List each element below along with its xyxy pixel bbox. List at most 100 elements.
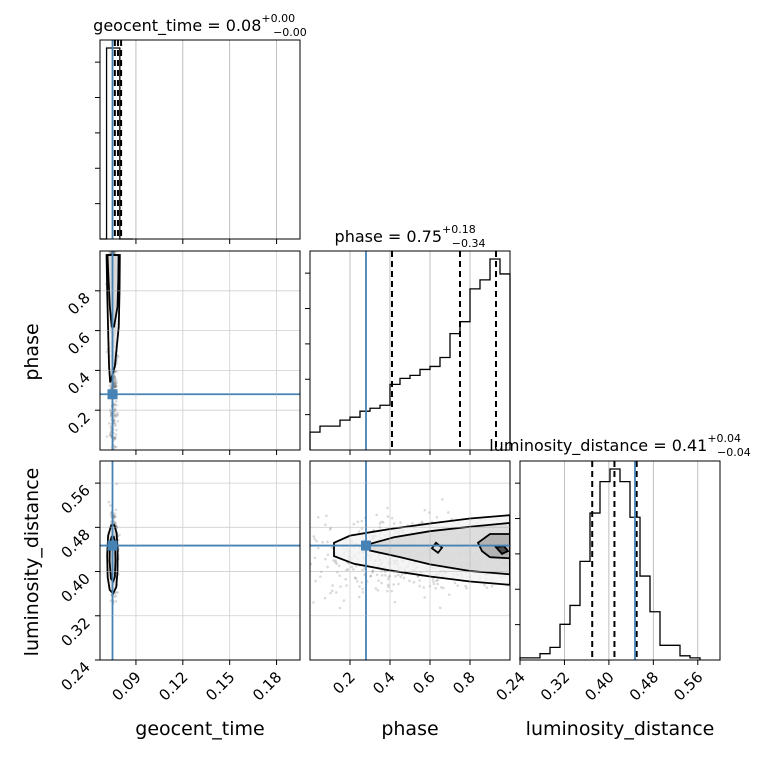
sample-point (394, 574, 397, 578)
sample-point (392, 583, 395, 586)
sample-point (114, 508, 118, 512)
sample-point (113, 445, 117, 449)
sample-point (314, 579, 317, 583)
sample-point (113, 424, 117, 428)
sample-point (464, 584, 467, 588)
sample-point (114, 422, 117, 426)
xlabel-geocent-time: geocent_time (135, 718, 264, 740)
sample-point (105, 350, 109, 354)
sample-point (369, 574, 373, 578)
sample-point (434, 586, 437, 590)
sample-point (350, 565, 354, 569)
x-tick-labels: 0.09 0.12 0.15 0.18 0.2 0.4 0.6 0.8 0.24 0.32 0.40… (108, 668, 706, 704)
grid-lines (564, 461, 699, 660)
sample-point (386, 506, 389, 510)
sample-point (354, 564, 358, 568)
xlabel-luminosity-distance: luminosity_distance (526, 718, 715, 740)
sample-point (116, 411, 119, 415)
sample-point (344, 577, 347, 581)
sample-point (114, 377, 117, 381)
sample-point (113, 595, 116, 598)
x-tick-label: 0.18 (249, 668, 285, 704)
sample-point (357, 595, 361, 599)
sample-point (369, 574, 372, 578)
sample-point (112, 418, 116, 422)
sample-point (326, 565, 329, 569)
sample-point (113, 407, 117, 410)
panel-phase-vs-geocent-time (95, 250, 301, 455)
x-tick-label: 0.4 (369, 668, 399, 698)
sample-point (387, 575, 391, 579)
panel-frame (309, 460, 511, 661)
panel-distance-hist (515, 460, 721, 665)
sample-point (436, 582, 439, 586)
sample-point (113, 437, 117, 441)
sample-point (109, 504, 112, 507)
sample-point (114, 433, 118, 436)
sample-point (113, 385, 117, 389)
sample-point (116, 414, 119, 417)
ylabel-phase: phase (21, 323, 43, 380)
x-tick-label: 0.8 (449, 668, 479, 698)
x-tick-label: 0.2 (329, 668, 359, 698)
sample-point (392, 522, 396, 525)
sample-point (115, 370, 118, 373)
sample-point (316, 515, 320, 519)
sample-point (412, 580, 416, 584)
histogram-step (519, 468, 701, 660)
sample-point (420, 520, 424, 524)
sample-point (329, 591, 332, 595)
sample-point (346, 568, 350, 571)
sample-point (115, 413, 119, 416)
sample-point (312, 601, 315, 604)
sample-point (399, 521, 402, 524)
sample-point (380, 581, 383, 585)
sample-point (360, 519, 364, 523)
sample-point (465, 586, 468, 590)
sample-point (113, 375, 116, 378)
sample-point (113, 512, 117, 516)
sample-point (113, 516, 117, 519)
sample-point (411, 522, 414, 525)
x-tick-label: 0.56 (670, 668, 706, 704)
sample-point (114, 600, 118, 603)
y-tick-label: 0.2 (64, 408, 94, 438)
sample-point (442, 586, 445, 590)
y-tick-label: 0.40 (57, 570, 93, 606)
sample-point (360, 527, 364, 530)
sample-point (447, 511, 450, 514)
sample-point (118, 533, 121, 537)
sample-point (114, 435, 117, 439)
x-tick-label: 0.12 (155, 668, 191, 704)
sample-point (114, 515, 117, 518)
sample-point (115, 403, 118, 407)
sample-point (114, 384, 118, 388)
x-tick-label: 0.40 (581, 668, 617, 704)
x-tick-label: 0.6 (409, 668, 439, 698)
grid-lines (100, 461, 300, 660)
sample-point (378, 522, 382, 525)
sample-point (358, 585, 361, 588)
sample-point (339, 585, 342, 588)
sample-point (109, 409, 112, 413)
sample-point (436, 578, 439, 582)
sample-point (330, 589, 334, 593)
sample-point (380, 520, 383, 524)
y-tick-labels: 0.2 0.4 0.6 0.8 0.24 0.32 0.40 0.48 0.56 (57, 289, 93, 695)
sample-point (113, 437, 117, 440)
sample-point (109, 430, 113, 434)
sample-point (397, 582, 400, 586)
sample-point (113, 415, 117, 418)
sample-point (109, 599, 113, 603)
panel-content (310, 498, 510, 610)
sample-point (105, 435, 109, 438)
sample-point (386, 577, 390, 581)
sample-point (438, 606, 442, 610)
sample-point (386, 515, 390, 518)
sample-point (399, 575, 402, 579)
sample-point (113, 413, 117, 416)
sample-point (116, 355, 120, 359)
sample-point (435, 579, 438, 583)
y-tick-label: 0.6 (64, 329, 94, 359)
sample-point (440, 498, 444, 501)
